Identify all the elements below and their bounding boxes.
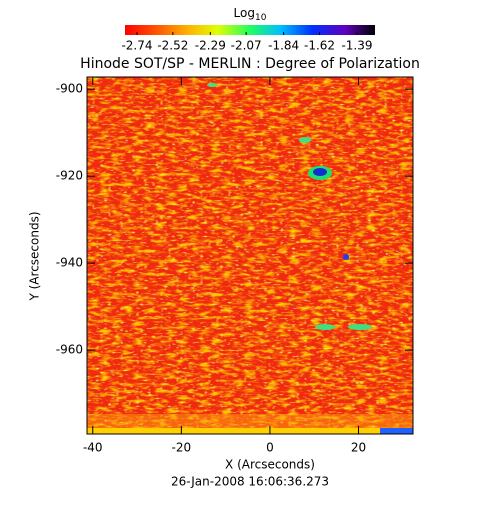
- colorbar: [125, 25, 375, 35]
- colorbar-tick-label: -1.84: [268, 39, 299, 53]
- x-tick-label: -20: [172, 441, 192, 455]
- x-tick-label: 0: [266, 441, 274, 455]
- colorbar-tick-label: -2.29: [195, 39, 226, 53]
- colorbar-tick-label: -2.52: [157, 39, 188, 53]
- y-tick-label: -920: [56, 169, 83, 183]
- x-axis-label: X (Arcseconds): [225, 458, 315, 472]
- chart-title: Hinode SOT/SP - MERLIN : Degree of Polar…: [80, 56, 420, 72]
- x-tick-label: 20: [351, 441, 366, 455]
- y-tick-label: -960: [56, 343, 83, 357]
- colorbar-tick-label: -2.74: [121, 39, 152, 53]
- plot-frame: [86, 76, 414, 435]
- y-tick-label: -900: [56, 82, 83, 96]
- heatmap: [87, 77, 413, 434]
- x-tick-label: -40: [83, 441, 103, 455]
- colorbar-label: Log10: [234, 6, 267, 23]
- colorbar-tick-label: -2.07: [231, 39, 262, 53]
- y-tick-label: -940: [56, 256, 83, 270]
- colorbar-tick-label: -1.62: [304, 39, 335, 53]
- colorbar-tick-label: -1.39: [341, 39, 372, 53]
- y-axis-label: Y (Arcseconds): [28, 211, 42, 301]
- footer: 26-Jan-2008 16:06:36.273: [171, 475, 329, 489]
